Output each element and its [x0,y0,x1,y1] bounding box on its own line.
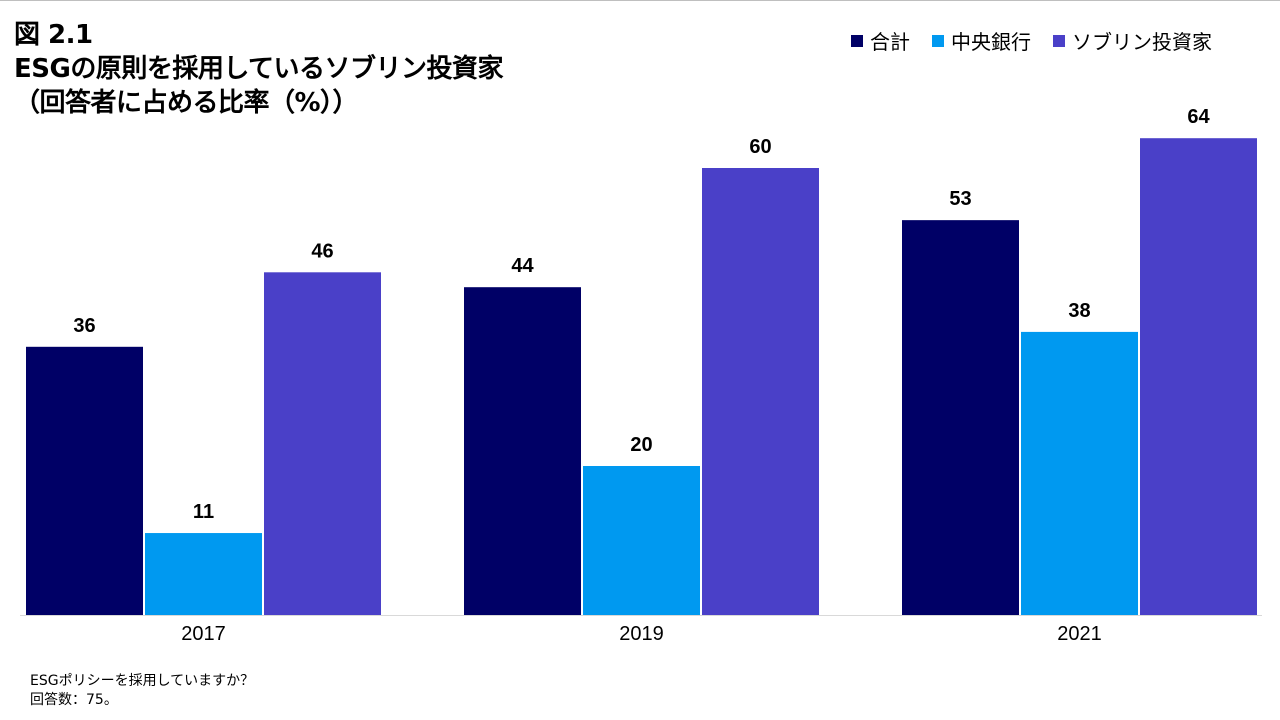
bar-total-2019 [464,287,581,615]
legend-swatch-central-banks [932,34,944,47]
footnote-question: ESGポリシーを採用していますか？ [30,673,255,689]
data-label-total-2017: 36 [73,315,95,337]
bar-total-2021 [902,220,1019,615]
figure-number: 図 2.1 [14,20,93,50]
footnotes: ESGポリシーを採用していますか？ 回答数：75。 [30,672,254,710]
data-label-sovereign-investors-2017: 46 [311,240,333,262]
chart-legend: 合計 中央銀行 ソブリン投資家 [851,26,1234,55]
legend-label-total: 合計 [870,30,910,54]
legend-label-central-banks: 中央銀行 [951,30,1031,54]
chart-title: ESGの原則を採用しているソブリン投資家 [14,54,504,84]
chart-subtitle: （回答者に占める比率（%）） [14,88,359,118]
legend-item-central-banks: 中央銀行 [932,26,1031,55]
bar-central-banks-2021 [1021,331,1138,615]
bar-sovereign-investors-2019 [702,168,819,615]
top-border-line [0,0,1280,1]
data-label-total-2021: 53 [949,188,971,210]
legend-item-total: 合計 [851,26,910,55]
bar-total-2017 [26,346,143,615]
bar-central-banks-2017 [145,533,262,615]
data-label-sovereign-investors-2019: 60 [749,136,771,158]
footnote-respondents: 回答数：75。 [30,692,118,708]
bar-sovereign-investors-2021 [1140,138,1257,615]
legend-label-sovereign-investors: ソブリン投資家 [1072,30,1212,54]
data-label-central-banks-2017: 11 [193,501,214,523]
data-label-sovereign-investors-2021: 64 [1187,106,1210,128]
x-tick-label-2019: 2019 [619,623,664,645]
bar-sovereign-investors-2017 [264,272,381,615]
legend-swatch-total [851,34,863,47]
figure-title: 図 2.1 ESGの原則を採用しているソブリン投資家 （回答者に占める比率（%）… [14,18,504,120]
bar-central-banks-2019 [583,466,700,615]
data-label-central-banks-2019: 20 [630,434,652,456]
data-label-central-banks-2021: 38 [1068,300,1090,322]
data-label-total-2019: 44 [511,255,534,277]
x-tick-label-2021: 2021 [1057,623,1102,645]
x-tick-label-2017: 2017 [181,623,226,645]
legend-swatch-sovereign-investors [1053,34,1065,47]
legend-item-sovereign-investors: ソブリン投資家 [1053,26,1212,55]
